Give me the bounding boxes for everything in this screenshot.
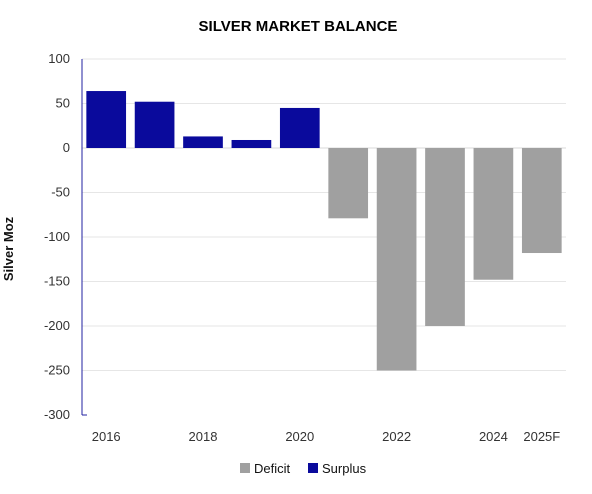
- y-tick-label-4: -100: [44, 229, 70, 244]
- x-tick-label-8: 2024: [479, 429, 508, 444]
- x-tick-label-9: 2025F: [523, 429, 560, 444]
- y-tick-label-5: -150: [44, 274, 70, 289]
- bar-2024: [474, 148, 514, 280]
- legend: Deficit Surplus: [240, 461, 367, 476]
- bar-2021: [328, 148, 368, 218]
- chart-title: SILVER MARKET BALANCE: [199, 18, 398, 35]
- y-tick-label-3: -50: [51, 185, 70, 200]
- bar-2023: [425, 148, 465, 326]
- y-tick-label-8: -300: [44, 407, 70, 422]
- bar-2022: [377, 148, 417, 371]
- legend-label-surplus: Surplus: [322, 461, 367, 476]
- bars: [86, 91, 561, 370]
- legend-swatch-deficit: [240, 463, 250, 473]
- bar-2018: [183, 136, 223, 148]
- legend-label-deficit: Deficit: [254, 461, 291, 476]
- bar-2017: [135, 102, 175, 148]
- x-tick-labels: 2016 2018 2020 2022 2024 2025F: [92, 429, 561, 444]
- bar-2025F: [522, 148, 562, 253]
- y-tick-labels: 100 50 0 -50 -100 -150 -200 -250 -300: [44, 51, 70, 422]
- bar-2019: [232, 140, 272, 148]
- bar-2016: [86, 91, 126, 148]
- x-tick-label-4: 2020: [285, 429, 314, 444]
- bar-2020: [280, 108, 320, 148]
- x-tick-label-2: 2018: [189, 429, 218, 444]
- y-tick-label-7: -250: [44, 363, 70, 378]
- y-tick-label-1: 50: [56, 96, 70, 111]
- legend-swatch-surplus: [308, 463, 318, 473]
- y-axis-label: Silver Moz: [1, 216, 16, 281]
- y-tick-label-6: -200: [44, 318, 70, 333]
- x-tick-label-0: 2016: [92, 429, 121, 444]
- y-tick-label-2: 0: [63, 140, 70, 155]
- y-tick-label-0: 100: [48, 51, 70, 66]
- x-tick-label-6: 2022: [382, 429, 411, 444]
